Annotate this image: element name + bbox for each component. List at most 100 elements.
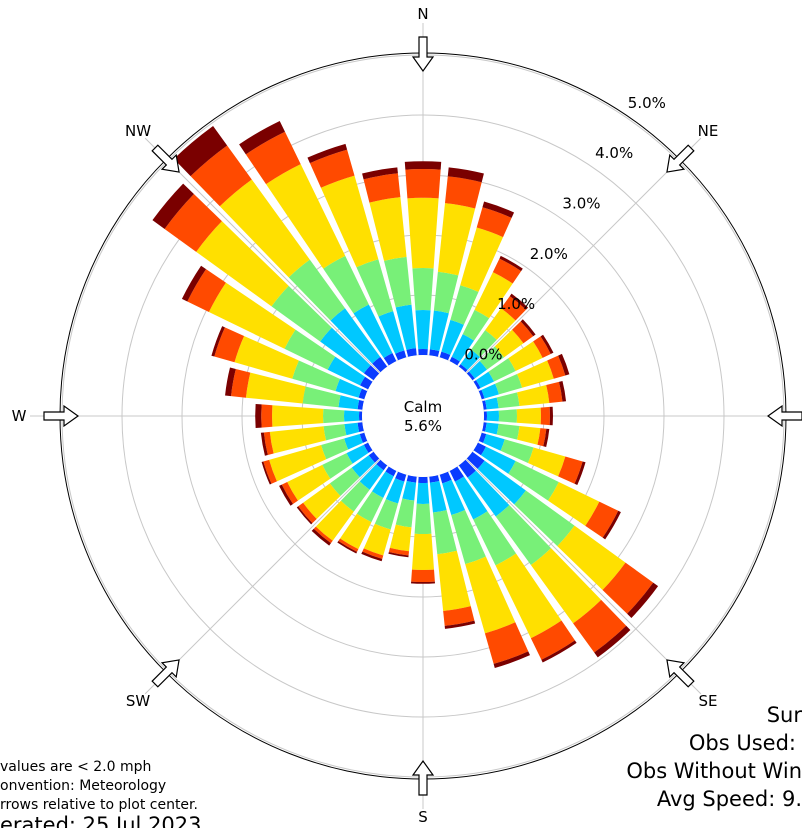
bar-dir340-bin1 (378, 311, 405, 354)
bar-dir80-bin3 (517, 385, 550, 407)
bar-dir290-bin5 (211, 326, 225, 357)
bar-dir20-bin3 (460, 227, 504, 292)
bar-dir180-bin0 (418, 476, 428, 483)
bar-dir90-bin0 (483, 411, 487, 421)
bar-dir110-bin4 (558, 456, 583, 484)
bar-dir310-bin2 (271, 285, 332, 342)
bar-dir340-bin5 (307, 143, 348, 164)
bar-dir210-bin3 (340, 513, 372, 550)
bar-dir160-bin2 (451, 510, 486, 565)
bar-dir80-bin1 (485, 397, 499, 410)
bar-dir70-bin4 (547, 355, 566, 379)
bar-dir260-bin5 (260, 432, 268, 456)
bar-dir320-bin5 (173, 126, 228, 177)
direction-label-s: S (418, 808, 428, 826)
radial-tick-label-5: 5.0% (628, 94, 666, 112)
bar-dir170-bin3 (437, 550, 471, 611)
bar-dir100-bin0 (482, 422, 487, 432)
arrow-shape-0 (411, 36, 435, 73)
bar-dir10-bin4 (444, 176, 482, 209)
bar-dir150-bin2 (473, 511, 517, 566)
bar-dir60-bin3 (508, 341, 543, 372)
bar-dir170-bin2 (432, 510, 457, 555)
direction-label-nw: NW (125, 122, 151, 140)
bar-dir40-bin0 (458, 364, 468, 373)
bar-dir220-bin2 (340, 481, 370, 512)
bar-dir120-bin0 (473, 442, 486, 456)
bar-dir330-bin3 (266, 164, 346, 269)
direction-arrow-225 (151, 659, 180, 688)
bar-dir180-bin3 (411, 533, 435, 570)
bar-dir120-bin2 (508, 460, 559, 501)
bar-dir170-bin4 (443, 606, 475, 626)
bar-dir60-bin5 (540, 334, 554, 354)
bar-dir190-bin4 (388, 547, 410, 556)
bar-dir140-bin4 (573, 599, 627, 653)
bar-dir270-bin3 (272, 405, 324, 427)
bar-dir180-bin2 (414, 503, 432, 534)
direction-label-sw: SW (126, 692, 151, 710)
bar-dir340-bin0 (395, 350, 407, 361)
bar-dir320-bin3 (219, 179, 310, 278)
direction-arrows (43, 36, 802, 796)
bar-dir110-bin0 (478, 432, 487, 443)
bar-dir290-bin2 (292, 360, 340, 392)
direction-arrow-315 (151, 144, 180, 173)
bar-dir150-bin0 (449, 466, 464, 482)
bar-dir160-bin4 (484, 622, 529, 664)
bar-dir240-bin4 (281, 481, 298, 505)
bar-dir110-bin2 (500, 439, 534, 463)
direction-arrow-135 (666, 659, 695, 688)
bar-dir100-bin5 (543, 428, 550, 447)
bar-dir310-bin4 (164, 194, 222, 252)
bar-dir240-bin0 (363, 442, 373, 453)
bar-dir90-bin2 (498, 409, 518, 423)
bar-dir60-bin4 (533, 336, 551, 358)
bar-dir70-bin1 (481, 383, 499, 399)
bar-dir310-bin1 (320, 327, 371, 374)
bar-dir280-bin0 (357, 399, 364, 410)
bar-dir70-bin3 (517, 360, 554, 388)
bar-dir160-bin5 (493, 651, 530, 668)
bar-dir330-bin0 (383, 353, 397, 366)
direction-arrow-90 (766, 404, 802, 428)
bar-dir140-bin2 (495, 505, 552, 566)
direction-label-se: SE (699, 692, 718, 710)
bar-dir350-bin5 (362, 167, 398, 180)
bar-dir290-bin3 (234, 335, 299, 379)
bar-dir320-bin2 (288, 259, 346, 321)
bar-dir70-bin2 (495, 373, 523, 395)
bar-dir150-bin1 (454, 476, 488, 520)
bar-dir230-bin1 (351, 455, 375, 478)
grid-spoke-45 (465, 137, 702, 374)
bar-dir120-bin3 (548, 481, 600, 526)
bar-dir300-bin3 (208, 282, 296, 349)
grid-spoke-315 (144, 137, 381, 374)
bar-dir20-bin1 (441, 319, 464, 355)
bar-dir310-bin3 (196, 221, 289, 307)
bar-dir20-bin2 (450, 285, 479, 325)
bar-dir280-bin1 (338, 395, 360, 410)
bar-dir200-bin3 (363, 523, 391, 556)
bar-dir210-bin2 (356, 491, 384, 523)
bar-dir150-bin3 (495, 553, 562, 639)
bar-dir250-bin0 (359, 432, 368, 443)
bar-dir110-bin1 (483, 434, 505, 451)
bar-dir290-bin4 (214, 327, 245, 363)
bar-dir180-bin4 (411, 569, 435, 583)
bar-dir300-bin4 (187, 269, 226, 313)
footer-right-line1: Sur (767, 703, 802, 727)
bar-dir350-bin2 (384, 256, 412, 308)
bar-dir280-bin2 (302, 386, 341, 408)
bar-dir230-bin0 (368, 451, 380, 463)
bar-dir240-bin1 (346, 444, 369, 464)
bar-dir20-bin5 (482, 201, 515, 218)
bar-dir250-bin5 (261, 461, 272, 485)
bar-dir330-bin2 (323, 255, 369, 314)
bar-dir30-bin2 (462, 309, 490, 341)
bar-dir160-bin0 (439, 471, 452, 484)
bar-dir320-bin4 (190, 145, 252, 207)
bar-dir250-bin2 (321, 438, 349, 460)
bar-dir0-bin5 (404, 161, 442, 170)
